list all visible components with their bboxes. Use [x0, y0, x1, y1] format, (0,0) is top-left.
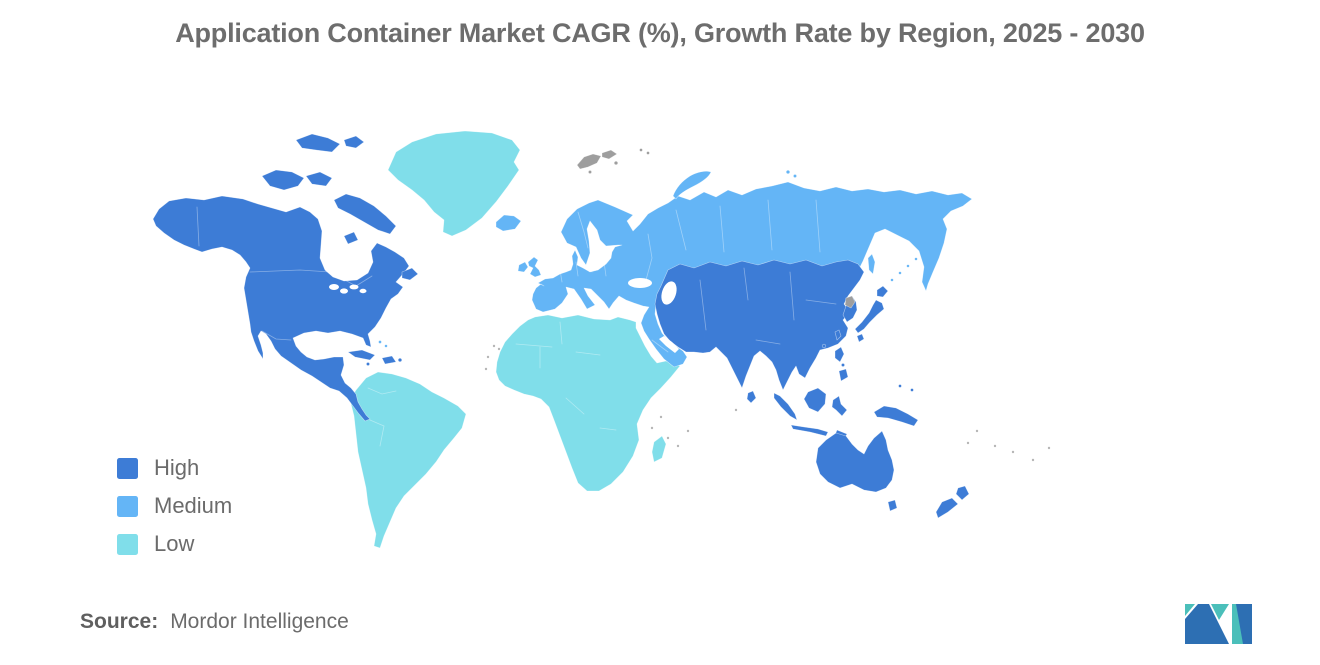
region-japan	[854, 285, 889, 343]
source-value: Mordor Intelligence	[170, 610, 349, 633]
legend-label-high: High	[154, 455, 200, 480]
region-north-america	[152, 195, 410, 422]
region-madagascar	[651, 435, 667, 463]
logo-shape-teal-2	[1211, 604, 1229, 620]
legend-item-medium: Medium	[117, 487, 232, 525]
region-new-guinea	[873, 405, 919, 427]
persian-gulf	[659, 336, 679, 353]
region-svalbard	[576, 148, 650, 174]
legend-item-low: Low	[117, 525, 232, 563]
region-sakhalin-kurils	[378, 169, 918, 348]
source-row: Source: Mordor Intelligence	[80, 610, 349, 634]
source-label: Source:	[80, 610, 159, 633]
map-legend: High Medium Low	[117, 449, 232, 563]
region-indonesia	[773, 387, 848, 440]
region-asia	[654, 259, 865, 391]
legend-label-low: Low	[154, 531, 195, 556]
region-british-isles	[517, 256, 542, 278]
region-caribbean	[347, 349, 403, 366]
region-south-america	[349, 371, 467, 549]
region-canadian-arctic-islands	[261, 133, 419, 281]
legend-swatch-low	[117, 533, 138, 555]
region-australia	[815, 430, 898, 512]
legend-item-high: High	[117, 449, 232, 487]
black-sea	[628, 278, 652, 288]
mordor-intelligence-logo	[1185, 604, 1252, 644]
caspian-sea	[661, 281, 677, 305]
region-misc-high-islands	[746, 329, 914, 404]
logo-shape-blue-2	[1236, 604, 1252, 644]
ocean-island-specks	[484, 344, 1051, 462]
country-borders	[196, 199, 837, 447]
page-title: Application Container Market CAGR (%), G…	[175, 18, 1145, 48]
legend-swatch-high	[117, 457, 138, 479]
region-new-zealand	[935, 485, 970, 519]
region-novaya-zemlya	[672, 170, 712, 200]
region-greenland	[387, 130, 521, 237]
region-iceland	[495, 214, 522, 232]
great-lakes	[329, 284, 367, 294]
logo-shape-blue-1	[1185, 604, 1229, 644]
legend-swatch-medium	[117, 495, 138, 517]
legend-label-medium: Medium	[154, 493, 233, 518]
region-philippines	[834, 346, 849, 382]
region-north-korea	[844, 295, 856, 309]
region-africa	[495, 314, 681, 492]
logo-shape-teal-1	[1185, 604, 1195, 616]
